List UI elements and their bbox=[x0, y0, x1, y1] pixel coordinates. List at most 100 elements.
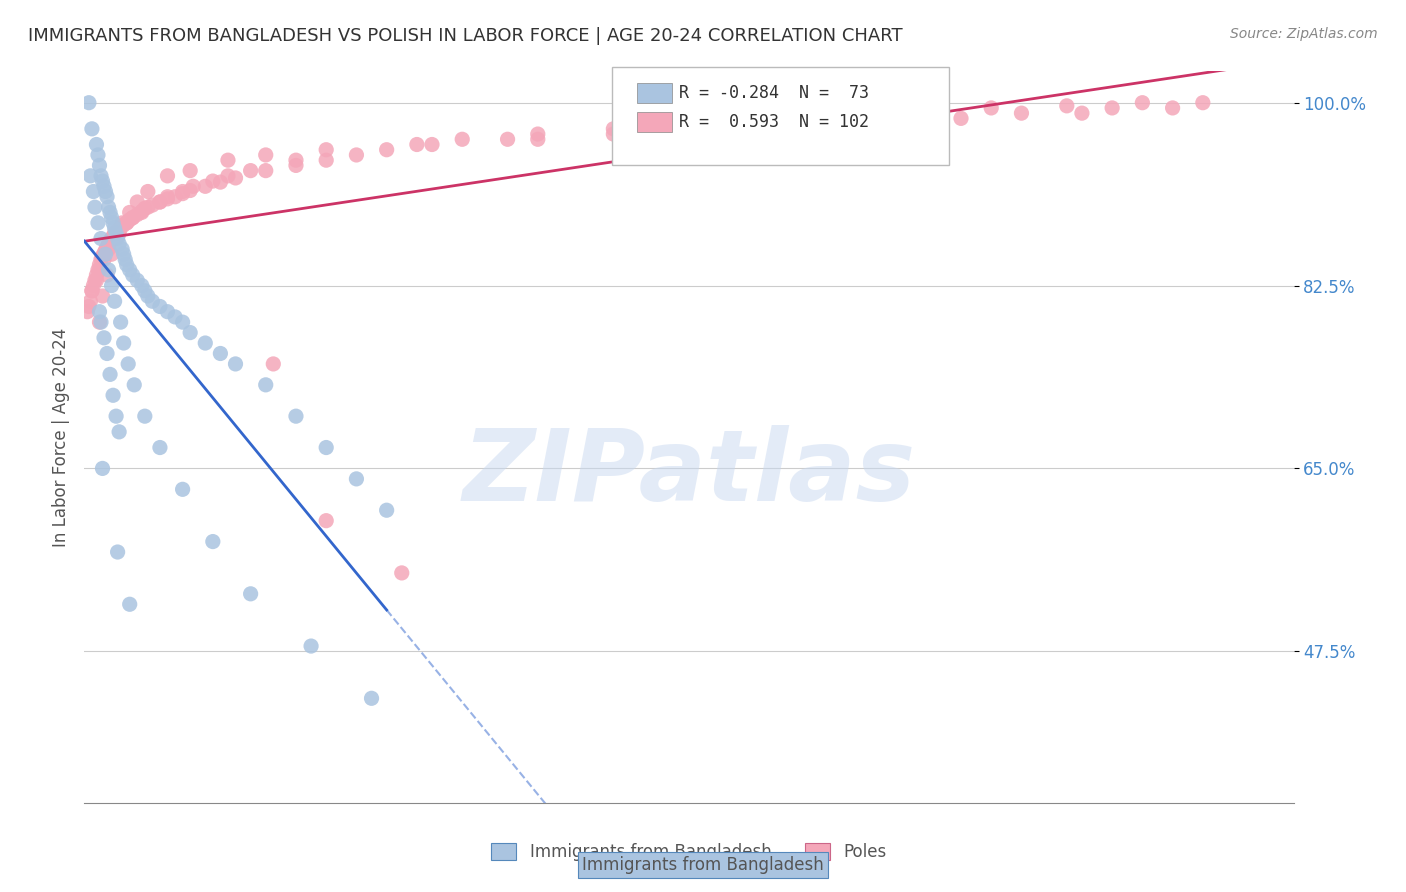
Point bbox=[136, 185, 159, 199]
Point bbox=[254, 163, 277, 178]
Point bbox=[107, 231, 129, 245]
Point bbox=[496, 132, 519, 146]
Point bbox=[141, 198, 163, 212]
Point bbox=[904, 103, 927, 117]
Point bbox=[112, 218, 135, 232]
Point bbox=[101, 229, 124, 244]
Point bbox=[91, 249, 114, 263]
Point bbox=[156, 304, 179, 318]
Point bbox=[89, 263, 111, 277]
Point bbox=[89, 258, 111, 272]
Point bbox=[225, 357, 247, 371]
Point bbox=[98, 234, 121, 248]
Point bbox=[131, 204, 153, 219]
Point bbox=[115, 258, 138, 272]
Point bbox=[172, 483, 194, 497]
Point bbox=[172, 186, 194, 201]
Point bbox=[451, 132, 474, 146]
Point bbox=[112, 336, 135, 351]
Point bbox=[108, 425, 131, 439]
Point bbox=[134, 201, 156, 215]
Point bbox=[165, 190, 187, 204]
Point bbox=[93, 246, 115, 260]
Point bbox=[93, 252, 115, 267]
Point bbox=[93, 331, 115, 345]
Text: IMMIGRANTS FROM BANGLADESH VS POLISH IN LABOR FORCE | AGE 20-24 CORRELATION CHAR: IMMIGRANTS FROM BANGLADESH VS POLISH IN … bbox=[28, 27, 903, 45]
Point bbox=[121, 211, 143, 225]
Point bbox=[830, 106, 852, 120]
Point bbox=[315, 441, 337, 455]
Point bbox=[110, 315, 132, 329]
Point bbox=[90, 252, 112, 267]
Point bbox=[209, 346, 232, 360]
Point bbox=[754, 112, 776, 126]
Point bbox=[108, 236, 131, 251]
Point bbox=[285, 409, 308, 424]
Point bbox=[156, 190, 179, 204]
Point bbox=[101, 388, 124, 402]
Point bbox=[80, 284, 103, 298]
Text: R =  0.593  N = 102: R = 0.593 N = 102 bbox=[679, 113, 869, 131]
Point bbox=[239, 587, 262, 601]
Point bbox=[527, 127, 550, 141]
Point bbox=[315, 143, 337, 157]
Point bbox=[82, 185, 104, 199]
Point bbox=[82, 278, 104, 293]
Point bbox=[527, 132, 550, 146]
Point bbox=[239, 163, 262, 178]
Point bbox=[201, 174, 224, 188]
Point bbox=[111, 216, 134, 230]
Legend: Immigrants from Bangladesh, Poles: Immigrants from Bangladesh, Poles bbox=[485, 836, 893, 868]
Text: ZIPatlas: ZIPatlas bbox=[463, 425, 915, 522]
Point bbox=[114, 252, 136, 267]
Point bbox=[98, 205, 121, 219]
Point bbox=[91, 174, 114, 188]
Point bbox=[134, 409, 156, 424]
Point bbox=[769, 117, 792, 131]
Point bbox=[118, 212, 141, 227]
Point bbox=[86, 268, 108, 282]
Point bbox=[112, 247, 135, 261]
Point bbox=[87, 263, 110, 277]
Point bbox=[156, 169, 179, 183]
Point bbox=[149, 194, 172, 209]
Point bbox=[209, 175, 232, 189]
Point bbox=[134, 284, 156, 298]
Point bbox=[89, 304, 111, 318]
Point bbox=[80, 121, 103, 136]
Point bbox=[115, 216, 138, 230]
Point bbox=[1071, 106, 1094, 120]
Point bbox=[87, 148, 110, 162]
Point bbox=[80, 284, 103, 298]
Point bbox=[118, 597, 141, 611]
Point bbox=[90, 231, 112, 245]
Point bbox=[127, 207, 149, 221]
Point bbox=[172, 315, 194, 329]
Point bbox=[79, 294, 101, 309]
Point bbox=[93, 179, 115, 194]
Point bbox=[107, 223, 129, 237]
Point bbox=[127, 273, 149, 287]
Point bbox=[90, 315, 112, 329]
Point bbox=[96, 268, 118, 282]
Point bbox=[1056, 99, 1078, 113]
Point bbox=[709, 121, 731, 136]
Point bbox=[104, 294, 127, 309]
Point bbox=[121, 268, 143, 282]
Text: R = -0.284  N =  73: R = -0.284 N = 73 bbox=[679, 84, 869, 102]
Point bbox=[149, 441, 172, 455]
Point bbox=[217, 169, 239, 183]
Point bbox=[86, 273, 108, 287]
Point bbox=[105, 227, 128, 241]
Point bbox=[100, 211, 122, 225]
Point bbox=[98, 368, 121, 382]
Point bbox=[105, 409, 128, 424]
Point bbox=[104, 221, 127, 235]
Point bbox=[87, 216, 110, 230]
Point bbox=[131, 205, 153, 219]
Point bbox=[91, 289, 114, 303]
Point bbox=[131, 278, 153, 293]
Point bbox=[172, 185, 194, 199]
Point bbox=[104, 231, 127, 245]
Point bbox=[1132, 95, 1154, 110]
